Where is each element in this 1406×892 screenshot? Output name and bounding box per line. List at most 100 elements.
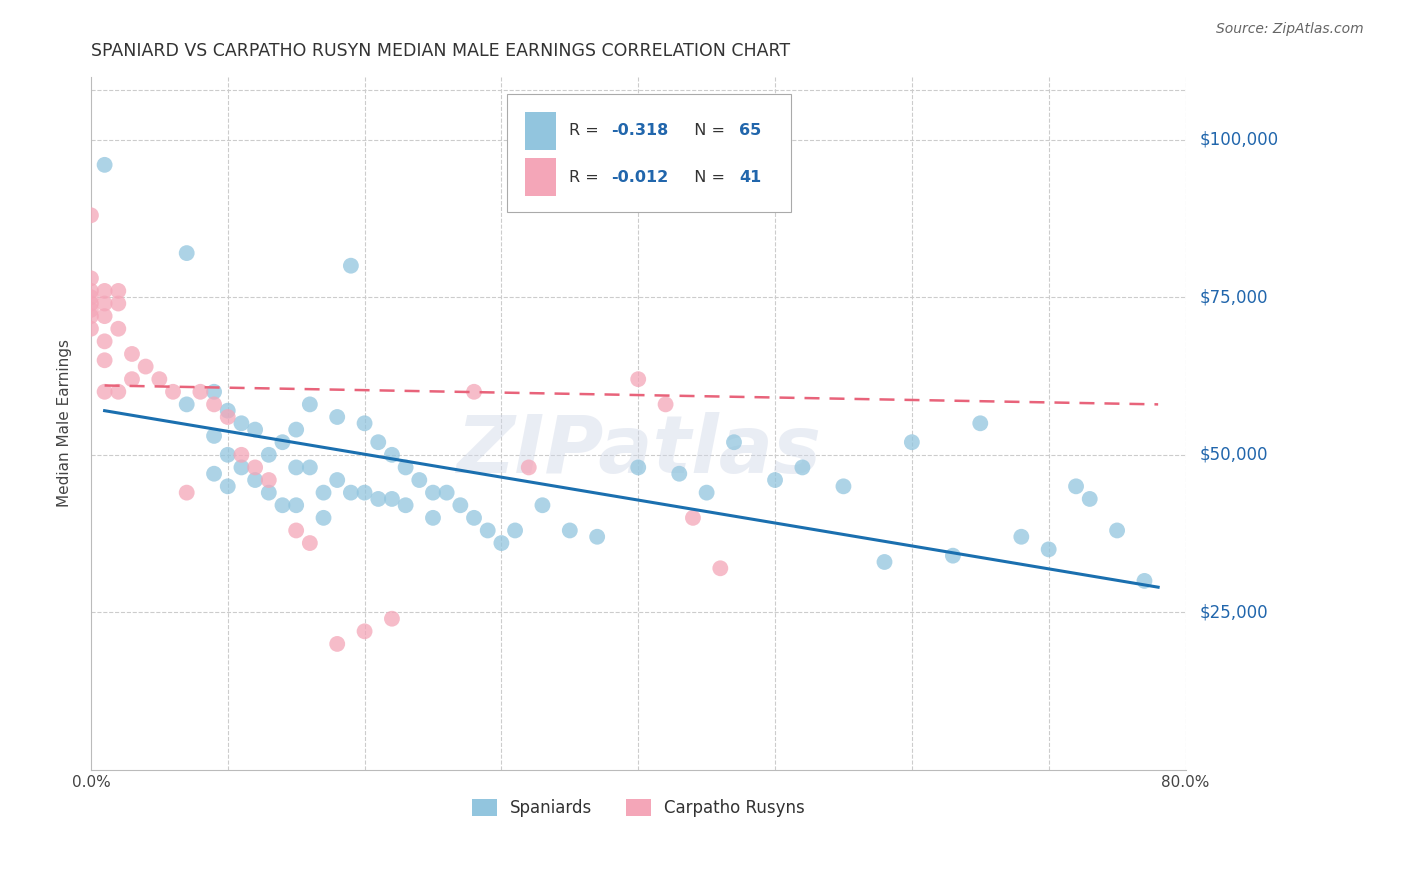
Point [176,485,198,500]
Point [243,473,266,487]
Point [271,498,294,512]
Point [353,485,375,500]
Bar [526,158,557,196]
Point [285,524,308,538]
Point [243,423,266,437]
Point [326,473,349,487]
Text: $25,000: $25,000 [1199,603,1268,622]
Point [80,296,103,310]
Point [1010,530,1032,544]
Point [231,460,253,475]
Point [243,460,266,475]
Point [627,372,650,386]
Point [176,246,198,260]
Point [696,485,718,500]
Point [381,491,404,506]
Legend: Spaniards, Carpatho Rusyns: Spaniards, Carpatho Rusyns [465,793,811,824]
Point [217,409,239,424]
Bar [526,112,557,150]
Point [326,409,349,424]
Point [463,511,485,525]
Point [394,460,416,475]
Point [80,309,103,323]
Point [298,397,321,411]
Point [93,384,115,399]
Text: N =: N = [685,169,730,185]
Point [202,384,225,399]
Point [558,524,581,538]
Point [627,460,650,475]
Text: $75,000: $75,000 [1199,288,1268,306]
Point [271,435,294,450]
Text: -0.012: -0.012 [610,169,668,185]
Point [202,429,225,443]
Point [80,322,103,336]
Point [709,561,731,575]
Point [408,473,430,487]
Point [121,372,143,386]
Point [217,479,239,493]
Point [792,460,814,475]
Point [80,271,103,285]
Text: SPANIARD VS CARPATHO RUSYN MEDIAN MALE EARNINGS CORRELATION CHART: SPANIARD VS CARPATHO RUSYN MEDIAN MALE E… [91,42,790,60]
Point [668,467,690,481]
Text: -0.318: -0.318 [610,123,668,138]
Point [162,384,184,399]
Point [353,624,375,639]
Point [340,485,363,500]
Point [217,448,239,462]
Point [107,296,129,310]
Text: N =: N = [685,123,730,138]
Point [477,524,499,538]
Point [190,384,212,399]
Point [285,423,308,437]
Point [326,637,349,651]
Point [217,403,239,417]
Text: R =: R = [569,123,605,138]
Point [422,485,444,500]
Text: Source: ZipAtlas.com: Source: ZipAtlas.com [1216,22,1364,37]
Point [148,372,170,386]
Text: ZIPatlas: ZIPatlas [456,412,821,490]
Point [93,353,115,368]
Point [436,485,458,500]
Point [832,479,855,493]
Point [1064,479,1087,493]
Point [463,384,485,399]
Point [340,259,363,273]
Point [257,485,280,500]
Text: $50,000: $50,000 [1199,446,1268,464]
Point [107,322,129,336]
Point [107,284,129,298]
Point [449,498,471,512]
Point [1038,542,1060,557]
Point [80,284,103,298]
Point [298,536,321,550]
Point [367,435,389,450]
Point [969,417,991,431]
Point [80,290,103,304]
Point [381,448,404,462]
Point [503,524,526,538]
Point [231,417,253,431]
Point [312,485,335,500]
Point [257,473,280,487]
Point [93,296,115,310]
Point [312,511,335,525]
Point [586,530,609,544]
Point [723,435,745,450]
Point [422,511,444,525]
Text: 41: 41 [740,169,761,185]
Point [121,347,143,361]
Point [394,498,416,512]
Point [763,473,786,487]
Point [353,417,375,431]
Point [135,359,157,374]
Point [873,555,896,569]
Point [285,498,308,512]
Point [231,448,253,462]
Point [491,536,513,550]
Point [93,309,115,323]
Point [901,435,924,450]
Point [80,302,103,317]
